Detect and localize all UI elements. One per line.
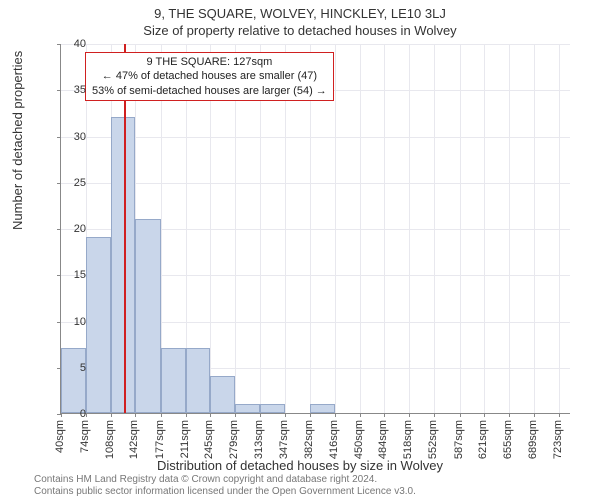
histogram-bar — [235, 404, 260, 413]
xtick-mark — [335, 413, 336, 417]
histogram-bar — [61, 348, 86, 413]
xtick-label: 655sqm — [502, 420, 514, 459]
xtick-label: 279sqm — [228, 420, 240, 459]
histogram-bar — [86, 237, 111, 413]
xtick-label: 108sqm — [104, 420, 116, 459]
xtick-label: 518sqm — [402, 420, 414, 459]
gridline-h — [61, 44, 570, 45]
xtick-mark — [409, 413, 410, 417]
xtick-label: 177sqm — [154, 420, 166, 459]
footer-line-1: Contains HM Land Registry data © Crown c… — [34, 474, 416, 486]
gridline-v — [509, 44, 510, 413]
gridline-v — [409, 44, 410, 413]
xtick-mark — [484, 413, 485, 417]
x-axis-label: Distribution of detached houses by size … — [0, 458, 600, 473]
xtick-mark — [161, 413, 162, 417]
footer-line-2: Contains public sector information licen… — [34, 486, 416, 498]
xtick-label: 552sqm — [427, 420, 439, 459]
gridline-v — [460, 44, 461, 413]
xtick-mark — [559, 413, 560, 417]
xtick-mark — [285, 413, 286, 417]
xtick-mark — [534, 413, 535, 417]
xtick-label: 382sqm — [303, 420, 315, 459]
xtick-mark — [111, 413, 112, 417]
histogram-bar — [186, 348, 211, 413]
xtick-label: 40sqm — [54, 420, 66, 453]
xtick-mark — [310, 413, 311, 417]
chart-area: 9 THE SQUARE: 127sqm← 47% of detached ho… — [60, 44, 570, 414]
gridline-v — [534, 44, 535, 413]
annotation-line: 9 THE SQUARE: 127sqm — [92, 55, 327, 69]
gridline-v — [360, 44, 361, 413]
ytick-label: 40 — [56, 38, 86, 50]
ytick-label: 15 — [56, 269, 86, 281]
plot-region: 9 THE SQUARE: 127sqm← 47% of detached ho… — [60, 44, 570, 414]
chart-container: 9, THE SQUARE, WOLVEY, HINCKLEY, LE10 3L… — [0, 0, 600, 500]
xtick-mark — [186, 413, 187, 417]
annotation-line: 53% of semi-detached houses are larger (… — [92, 84, 327, 98]
xtick-mark — [460, 413, 461, 417]
ytick-label: 35 — [56, 84, 86, 96]
footer: Contains HM Land Registry data © Crown c… — [34, 474, 416, 498]
histogram-bar — [210, 376, 235, 413]
xtick-label: 74sqm — [79, 420, 91, 453]
gridline-h — [61, 183, 570, 184]
annotation-box: 9 THE SQUARE: 127sqm← 47% of detached ho… — [85, 52, 334, 101]
xtick-label: 313sqm — [253, 420, 265, 459]
ytick-label: 10 — [56, 316, 86, 328]
xtick-label: 689sqm — [527, 420, 539, 459]
xtick-label: 347sqm — [278, 420, 290, 459]
xtick-label: 211sqm — [179, 420, 191, 458]
gridline-h — [61, 137, 570, 138]
histogram-bar — [135, 219, 161, 413]
gridline-v — [335, 44, 336, 413]
histogram-bar — [260, 404, 285, 413]
xtick-mark — [384, 413, 385, 417]
ytick-label: 30 — [56, 131, 86, 143]
ytick-label: 0 — [56, 408, 86, 420]
gridline-v — [559, 44, 560, 413]
xtick-label: 587sqm — [453, 420, 465, 459]
title-main: 9, THE SQUARE, WOLVEY, HINCKLEY, LE10 3L… — [0, 0, 600, 21]
xtick-label: 416sqm — [328, 420, 340, 459]
xtick-mark — [135, 413, 136, 417]
gridline-v — [434, 44, 435, 413]
ytick-label: 5 — [56, 362, 86, 374]
xtick-label: 621sqm — [477, 420, 489, 459]
ytick-label: 20 — [56, 223, 86, 235]
xtick-mark — [360, 413, 361, 417]
histogram-bar — [310, 404, 335, 413]
xtick-label: 484sqm — [377, 420, 389, 459]
annotation-line: ← 47% of detached houses are smaller (47… — [92, 69, 327, 83]
xtick-label: 245sqm — [203, 420, 215, 459]
histogram-bar — [161, 348, 186, 413]
title-sub: Size of property relative to detached ho… — [0, 21, 600, 38]
gridline-v — [484, 44, 485, 413]
gridline-v — [384, 44, 385, 413]
xtick-mark — [210, 413, 211, 417]
y-axis-label: Number of detached properties — [10, 51, 25, 230]
xtick-label: 142sqm — [128, 420, 140, 459]
xtick-label: 450sqm — [353, 420, 365, 459]
xtick-label: 723sqm — [552, 420, 564, 459]
xtick-mark — [260, 413, 261, 417]
xtick-mark — [235, 413, 236, 417]
xtick-mark — [509, 413, 510, 417]
histogram-bar — [111, 117, 136, 413]
ytick-label: 25 — [56, 177, 86, 189]
xtick-mark — [434, 413, 435, 417]
